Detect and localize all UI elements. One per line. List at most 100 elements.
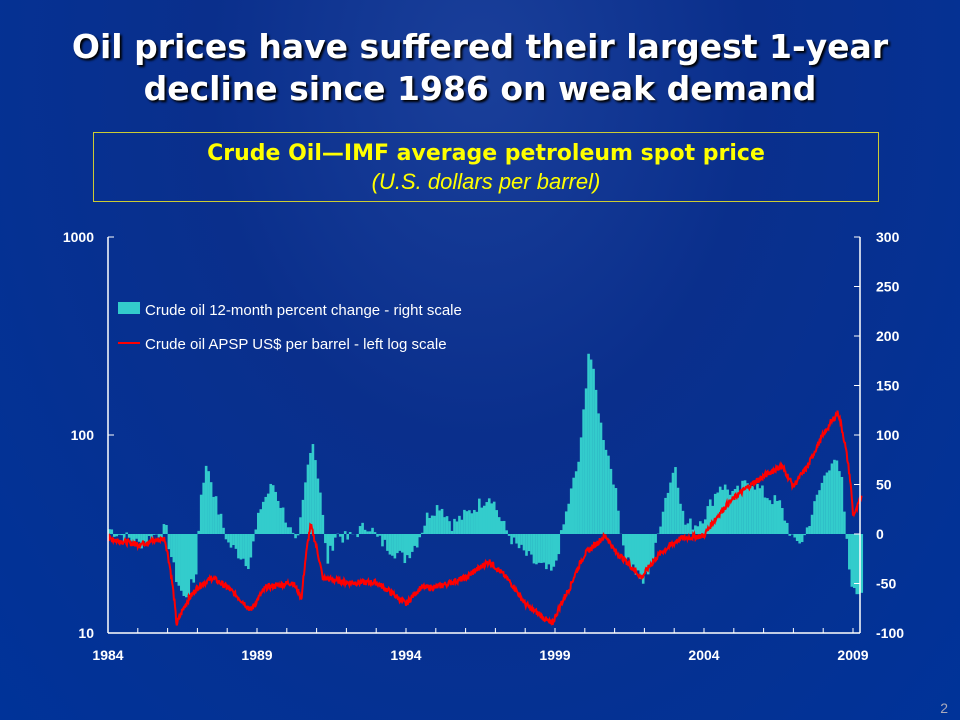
bar bbox=[257, 512, 260, 534]
bar bbox=[726, 489, 729, 534]
bar bbox=[304, 482, 307, 534]
bar bbox=[194, 534, 198, 575]
bar bbox=[234, 534, 238, 549]
bar bbox=[711, 505, 715, 534]
bar bbox=[527, 534, 531, 552]
bar bbox=[162, 524, 166, 534]
bar bbox=[480, 507, 484, 534]
left-tick-label: 1000 bbox=[63, 229, 94, 245]
bar bbox=[736, 485, 739, 534]
bar bbox=[860, 534, 864, 593]
bar bbox=[542, 534, 546, 563]
bar bbox=[572, 477, 575, 534]
bar bbox=[232, 534, 235, 546]
bar bbox=[686, 523, 690, 534]
bar bbox=[291, 532, 295, 534]
bar bbox=[793, 534, 796, 538]
bar bbox=[497, 517, 501, 534]
bar bbox=[614, 488, 618, 534]
bar bbox=[473, 509, 476, 534]
bar bbox=[840, 476, 844, 534]
bar bbox=[666, 492, 670, 534]
bar bbox=[132, 534, 136, 545]
bar bbox=[748, 485, 752, 534]
bar bbox=[142, 534, 146, 542]
bar bbox=[617, 510, 620, 534]
bar bbox=[341, 534, 345, 543]
bar bbox=[828, 470, 831, 534]
bar bbox=[227, 534, 230, 543]
bar bbox=[562, 524, 566, 534]
bar bbox=[716, 492, 720, 534]
bar bbox=[249, 534, 253, 558]
bar bbox=[676, 487, 680, 534]
bar bbox=[689, 518, 692, 534]
bar bbox=[165, 525, 168, 534]
bar bbox=[127, 534, 131, 538]
bar bbox=[475, 511, 479, 534]
bar bbox=[522, 534, 526, 551]
bar bbox=[314, 460, 317, 534]
bar bbox=[758, 488, 762, 534]
bar bbox=[482, 505, 486, 534]
bar bbox=[284, 522, 287, 534]
bar bbox=[465, 511, 469, 534]
right-tick-label: -100 bbox=[876, 625, 904, 641]
bar bbox=[182, 534, 186, 596]
bar bbox=[453, 518, 456, 534]
bar bbox=[343, 531, 347, 534]
bar bbox=[564, 511, 568, 534]
bar bbox=[373, 532, 377, 534]
left-tick-label: 10 bbox=[78, 625, 94, 641]
bar bbox=[624, 534, 628, 560]
bar bbox=[577, 461, 580, 534]
bar bbox=[818, 490, 821, 534]
bar bbox=[378, 534, 382, 536]
bar bbox=[401, 534, 404, 553]
chart-title: Crude Oil—IMF average petroleum spot pri… bbox=[207, 141, 765, 166]
bar bbox=[639, 534, 643, 579]
bar bbox=[780, 508, 784, 534]
bar bbox=[440, 508, 444, 534]
title-line-1: Oil prices have suffered their largest 1… bbox=[71, 27, 889, 66]
bar bbox=[492, 501, 496, 534]
bar bbox=[696, 526, 700, 534]
bar bbox=[574, 471, 578, 534]
bar bbox=[425, 512, 429, 534]
bar bbox=[651, 534, 655, 559]
bar bbox=[763, 497, 767, 534]
bar bbox=[224, 534, 228, 540]
bar bbox=[170, 534, 173, 558]
bar bbox=[592, 368, 595, 534]
bar bbox=[532, 534, 536, 564]
bar bbox=[825, 472, 829, 534]
bar bbox=[853, 534, 856, 589]
bar bbox=[135, 534, 138, 539]
bar bbox=[120, 534, 124, 536]
bar bbox=[276, 500, 280, 534]
bar bbox=[776, 500, 779, 534]
bar bbox=[187, 534, 191, 595]
bar bbox=[406, 534, 409, 556]
bar bbox=[108, 529, 111, 534]
bar bbox=[413, 534, 417, 546]
bar bbox=[252, 534, 255, 542]
bar bbox=[589, 359, 593, 534]
bar bbox=[197, 530, 200, 534]
bar bbox=[579, 437, 583, 534]
bar bbox=[274, 491, 277, 534]
bar bbox=[403, 534, 407, 564]
bar bbox=[112, 534, 116, 537]
bar bbox=[202, 482, 205, 534]
bar bbox=[214, 496, 218, 534]
bar bbox=[346, 534, 349, 540]
bar bbox=[309, 452, 312, 534]
bar bbox=[525, 534, 528, 556]
bar bbox=[175, 534, 178, 583]
bar bbox=[664, 497, 667, 534]
x-tick-label: 1999 bbox=[539, 647, 570, 663]
bar bbox=[460, 519, 464, 534]
bar bbox=[363, 529, 367, 534]
bar bbox=[393, 534, 397, 559]
